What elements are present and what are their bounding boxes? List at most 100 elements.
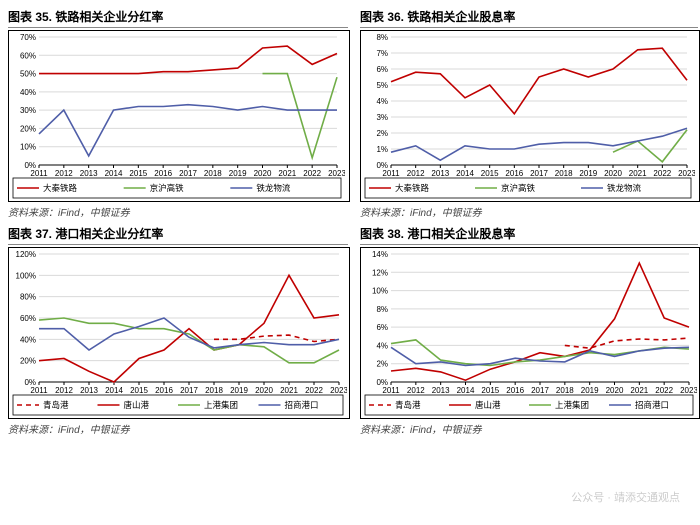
svg-text:4%: 4% <box>376 341 388 350</box>
panel-source: 资料来源：iFind，中银证券 <box>8 421 348 436</box>
svg-text:6%: 6% <box>376 323 388 332</box>
svg-text:2015: 2015 <box>129 169 147 178</box>
svg-text:2023: 2023 <box>328 169 345 178</box>
svg-text:7%: 7% <box>376 49 388 58</box>
svg-text:铁龙物流: 铁龙物流 <box>607 183 642 193</box>
svg-text:2020: 2020 <box>255 386 273 395</box>
svg-text:2015: 2015 <box>481 169 499 178</box>
svg-text:2011: 2011 <box>382 386 400 395</box>
svg-text:2020: 2020 <box>254 169 272 178</box>
svg-text:2011: 2011 <box>30 169 48 178</box>
svg-text:10%: 10% <box>20 143 36 152</box>
svg-text:12%: 12% <box>372 268 388 277</box>
svg-text:2023: 2023 <box>330 386 347 395</box>
panel-35: 图表 35. 铁路相关企业分红率 0%10%20%30%40%50%60%70%… <box>8 8 348 219</box>
svg-text:2015: 2015 <box>481 386 499 395</box>
panel-38: 图表 38. 港口相关企业股息率 0%2%4%6%8%10%12%14%2011… <box>360 225 698 436</box>
svg-text:2013: 2013 <box>80 386 98 395</box>
svg-text:2018: 2018 <box>555 169 573 178</box>
svg-text:40%: 40% <box>20 88 36 97</box>
svg-text:2012: 2012 <box>407 386 425 395</box>
svg-text:2018: 2018 <box>556 386 574 395</box>
chart-37: 0%20%40%60%80%100%120%201120122013201420… <box>8 247 350 419</box>
svg-text:2014: 2014 <box>105 386 123 395</box>
svg-text:大秦铁路: 大秦铁路 <box>43 183 78 193</box>
svg-text:6%: 6% <box>376 65 388 74</box>
svg-text:铁龙物流: 铁龙物流 <box>256 183 291 193</box>
svg-text:2022: 2022 <box>305 386 323 395</box>
svg-text:50%: 50% <box>20 70 36 79</box>
svg-text:2015: 2015 <box>130 386 148 395</box>
svg-text:100%: 100% <box>16 271 36 280</box>
svg-text:青岛港: 青岛港 <box>43 400 69 410</box>
svg-text:2014: 2014 <box>105 169 123 178</box>
chart-38: 0%2%4%6%8%10%12%14%201120122013201420152… <box>360 247 700 419</box>
svg-text:2014: 2014 <box>457 386 475 395</box>
svg-text:2019: 2019 <box>581 386 599 395</box>
svg-text:2019: 2019 <box>579 169 597 178</box>
svg-text:2020: 2020 <box>604 169 622 178</box>
svg-text:2022: 2022 <box>653 169 671 178</box>
svg-text:2012: 2012 <box>407 169 425 178</box>
svg-text:60%: 60% <box>20 51 36 60</box>
svg-text:上港集团: 上港集团 <box>555 400 589 410</box>
svg-text:2014: 2014 <box>456 169 474 178</box>
panel-title: 图表 38. 港口相关企业股息率 <box>360 225 698 245</box>
svg-text:2022: 2022 <box>303 169 321 178</box>
svg-text:招商港口: 招商港口 <box>285 400 319 410</box>
svg-text:2013: 2013 <box>431 169 449 178</box>
svg-text:120%: 120% <box>16 250 36 259</box>
svg-text:2016: 2016 <box>154 169 172 178</box>
chart-grid: 图表 35. 铁路相关企业分红率 0%10%20%30%40%50%60%70%… <box>8 8 692 436</box>
svg-text:2020: 2020 <box>606 386 624 395</box>
svg-text:2017: 2017 <box>530 169 548 178</box>
panel-title: 图表 37. 港口相关企业分红率 <box>8 225 348 245</box>
svg-text:2013: 2013 <box>80 169 98 178</box>
svg-text:2018: 2018 <box>204 169 222 178</box>
svg-text:40%: 40% <box>20 335 36 344</box>
svg-text:2017: 2017 <box>179 169 197 178</box>
svg-text:大秦铁路: 大秦铁路 <box>395 183 430 193</box>
panel-source: 资料来源：iFind，中银证券 <box>360 204 698 219</box>
chart-35: 0%10%20%30%40%50%60%70%20112012201320142… <box>8 30 350 202</box>
chart-36: 0%1%2%3%4%5%6%7%8%2011201220132014201520… <box>360 30 700 202</box>
svg-text:5%: 5% <box>376 81 388 90</box>
svg-text:京沪高铁: 京沪高铁 <box>501 183 536 193</box>
svg-text:2012: 2012 <box>55 169 73 178</box>
svg-text:2012: 2012 <box>55 386 73 395</box>
svg-text:2013: 2013 <box>432 386 450 395</box>
svg-text:2023: 2023 <box>678 169 695 178</box>
panel-source: 资料来源：iFind，中银证券 <box>360 421 698 436</box>
svg-text:招商港口: 招商港口 <box>635 400 669 410</box>
svg-text:8%: 8% <box>376 33 388 42</box>
svg-text:2011: 2011 <box>382 169 400 178</box>
svg-text:80%: 80% <box>20 293 36 302</box>
watermark: 公众号 · 靖添交通观点 <box>571 489 680 505</box>
svg-text:2016: 2016 <box>506 386 524 395</box>
svg-text:2017: 2017 <box>531 386 549 395</box>
svg-text:30%: 30% <box>20 106 36 115</box>
svg-text:唐山港: 唐山港 <box>475 400 501 410</box>
svg-text:2019: 2019 <box>229 169 247 178</box>
svg-text:14%: 14% <box>372 250 388 259</box>
svg-text:2022: 2022 <box>655 386 673 395</box>
svg-text:20%: 20% <box>20 124 36 133</box>
svg-text:2017: 2017 <box>180 386 198 395</box>
svg-text:2021: 2021 <box>629 169 647 178</box>
panel-title: 图表 36. 铁路相关企业股息率 <box>360 8 698 28</box>
svg-text:2018: 2018 <box>205 386 223 395</box>
svg-text:上港集团: 上港集团 <box>204 400 238 410</box>
svg-text:10%: 10% <box>372 287 388 296</box>
svg-text:70%: 70% <box>20 33 36 42</box>
svg-text:1%: 1% <box>376 145 388 154</box>
panel-37: 图表 37. 港口相关企业分红率 0%20%40%60%80%100%120%2… <box>8 225 348 436</box>
svg-text:唐山港: 唐山港 <box>124 400 150 410</box>
svg-text:2%: 2% <box>376 360 388 369</box>
svg-text:2011: 2011 <box>30 386 48 395</box>
svg-text:2021: 2021 <box>280 386 298 395</box>
svg-text:京沪高铁: 京沪高铁 <box>150 183 185 193</box>
svg-text:3%: 3% <box>376 113 388 122</box>
svg-text:青岛港: 青岛港 <box>395 400 421 410</box>
panel-title: 图表 35. 铁路相关企业分红率 <box>8 8 348 28</box>
panel-36: 图表 36. 铁路相关企业股息率 0%1%2%3%4%5%6%7%8%20112… <box>360 8 698 219</box>
